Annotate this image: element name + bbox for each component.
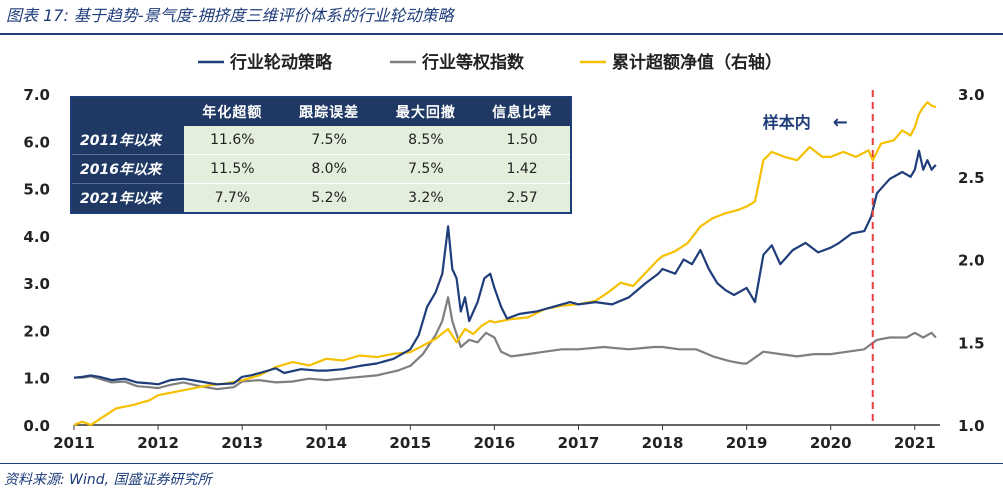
chart-series: [73, 101, 937, 427]
table-cell: 1.42: [474, 154, 571, 184]
in-sample-marker: 样本内 ←: [763, 90, 874, 425]
series-line-strategy: [73, 149, 937, 386]
source-note: 资料来源: Wind, 国盛证券研究所: [4, 472, 212, 488]
legend-label: 行业等权指数: [421, 52, 525, 73]
y2-tick-label: 1.0: [958, 417, 985, 435]
table-cell: 11.5%: [184, 154, 281, 184]
source-divider: [0, 463, 1003, 464]
y-tick-label: 5.0: [23, 181, 50, 199]
y2-tick-label: 1.5: [958, 334, 985, 352]
y-tick-label: 2.0: [23, 322, 50, 340]
y2-tick-label: 2.0: [958, 252, 985, 270]
table-cell: 7.7%: [184, 183, 281, 214]
y2-tick-label: 2.5: [958, 169, 985, 187]
table-cell: 3.2%: [377, 183, 475, 214]
table-row: 2021年以来 7.7% 5.2% 3.2% 2.57: [71, 183, 571, 214]
chart-axes: 2011 2012 2013 2014 2015 2016 2017 2018 2019 2020…: [23, 86, 984, 452]
y-tick-label: 3.0: [23, 275, 50, 293]
x-tick-label: 2012: [137, 434, 179, 452]
x-tick-label: 2019: [726, 434, 768, 452]
table-cell: 11.6%: [184, 126, 281, 155]
table-cell: 5.2%: [280, 183, 378, 214]
line-chart: 行业轮动策略 行业等权指数 累计超额净值（右轴） 2011 2012 2013 2014 2…: [23, 52, 984, 452]
table-row: 2016年以来 11.5% 8.0% 7.5% 1.42: [71, 154, 571, 184]
y2-tick-label: 3.0: [958, 86, 985, 104]
table-cell: 2.57: [474, 183, 571, 214]
legend-label: 累计超额净值（右轴）: [612, 52, 782, 73]
x-tick-label: 2020: [810, 434, 852, 452]
x-tick-label: 2016: [474, 434, 516, 452]
table-cell: 8.0%: [280, 154, 378, 184]
table-row-label: 2021年以来: [71, 183, 184, 214]
y-tick-label: 7.0: [23, 86, 50, 104]
chart-title: 图表 17: 基于趋势-景气度-拥挤度三维评价体系的行业轮动策略: [6, 6, 454, 25]
y-tick-label: 4.0: [23, 228, 50, 246]
y-tick-label: 6.0: [23, 133, 50, 151]
table-header-corner: [71, 97, 184, 126]
legend-label: 行业轮动策略: [229, 52, 333, 73]
table-cell: 7.5%: [280, 126, 378, 155]
in-sample-label: 样本内: [763, 113, 811, 132]
table-header-cell: 年化超额: [184, 97, 281, 126]
x-tick-label: 2014: [305, 434, 347, 452]
series-line-benchmark: [74, 296, 937, 391]
table-row: 2011年以来 11.6% 7.5% 8.5% 1.50: [71, 126, 571, 155]
x-tick-label: 2015: [389, 434, 431, 452]
x-tick-label: 2017: [558, 434, 600, 452]
table-row-label: 2011年以来: [71, 126, 184, 155]
table-cell: 1.50: [474, 126, 571, 155]
table-header-row: 年化超额 跟踪误差 最大回撤 信息比率: [71, 97, 571, 126]
y-tick-label: 0.0: [23, 417, 50, 435]
table-header-cell: 信息比率: [474, 97, 571, 126]
in-sample-arrow-icon: ←: [833, 112, 848, 133]
chart-legend: 行业轮动策略 行业等权指数 累计超额净值（右轴）: [198, 52, 782, 73]
table-header-cell: 跟踪误差: [280, 97, 378, 126]
performance-table: 年化超额 跟踪误差 最大回撤 信息比率 2011年以来 11.6% 7.5% 8…: [70, 96, 572, 214]
x-tick-label: 2018: [642, 434, 684, 452]
table-row-label: 2016年以来: [71, 154, 184, 184]
x-tick-label: 2021: [894, 434, 936, 452]
table-header-cell: 最大回撤: [377, 97, 475, 126]
x-tick-label: 2013: [221, 434, 263, 452]
x-tick-label: 2011: [53, 434, 95, 452]
table-cell: 7.5%: [377, 154, 475, 184]
title-divider: [0, 33, 1003, 35]
y-tick-label: 1.0: [23, 370, 50, 388]
table-cell: 8.5%: [377, 126, 475, 155]
